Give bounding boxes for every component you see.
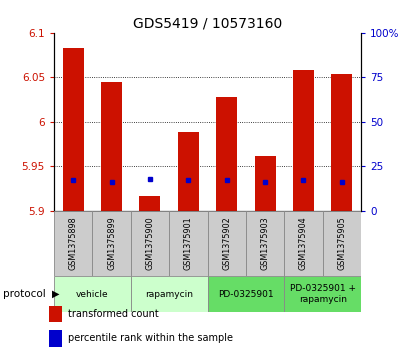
- Text: rapamycin: rapamycin: [145, 290, 193, 298]
- Bar: [216, 97, 237, 211]
- Text: GSM1375904: GSM1375904: [299, 216, 308, 270]
- Bar: [101, 82, 122, 211]
- Text: GSM1375899: GSM1375899: [107, 216, 116, 270]
- Text: PD-0325901 +
rapamycin: PD-0325901 + rapamycin: [290, 284, 356, 304]
- Bar: [284, 276, 361, 312]
- Bar: [246, 211, 284, 276]
- Bar: [254, 156, 276, 211]
- Bar: [93, 211, 131, 276]
- Bar: [139, 196, 161, 211]
- Bar: [323, 211, 361, 276]
- Text: GSM1375901: GSM1375901: [184, 216, 193, 270]
- Bar: [54, 276, 131, 312]
- Text: vehicle: vehicle: [76, 290, 109, 298]
- Bar: [169, 211, 208, 276]
- Bar: [131, 276, 208, 312]
- Text: protocol: protocol: [3, 289, 46, 299]
- Bar: [49, 330, 62, 347]
- Text: PD-0325901: PD-0325901: [218, 290, 274, 298]
- Bar: [293, 70, 314, 211]
- Text: GSM1375903: GSM1375903: [261, 216, 270, 270]
- Text: GSM1375902: GSM1375902: [222, 216, 231, 270]
- Bar: [63, 48, 84, 211]
- Text: GSM1375905: GSM1375905: [337, 216, 347, 270]
- Bar: [208, 276, 284, 312]
- Text: GSM1375898: GSM1375898: [68, 216, 78, 270]
- Bar: [54, 211, 92, 276]
- Bar: [49, 306, 62, 322]
- Text: transformed count: transformed count: [68, 309, 159, 319]
- Text: GSM1375900: GSM1375900: [145, 216, 154, 270]
- Text: ▶: ▶: [52, 289, 59, 299]
- Bar: [178, 132, 199, 211]
- Bar: [131, 211, 169, 276]
- Bar: [208, 211, 246, 276]
- Title: GDS5419 / 10573160: GDS5419 / 10573160: [133, 16, 282, 30]
- Text: percentile rank within the sample: percentile rank within the sample: [68, 334, 233, 343]
- Bar: [331, 74, 352, 211]
- Bar: [284, 211, 323, 276]
